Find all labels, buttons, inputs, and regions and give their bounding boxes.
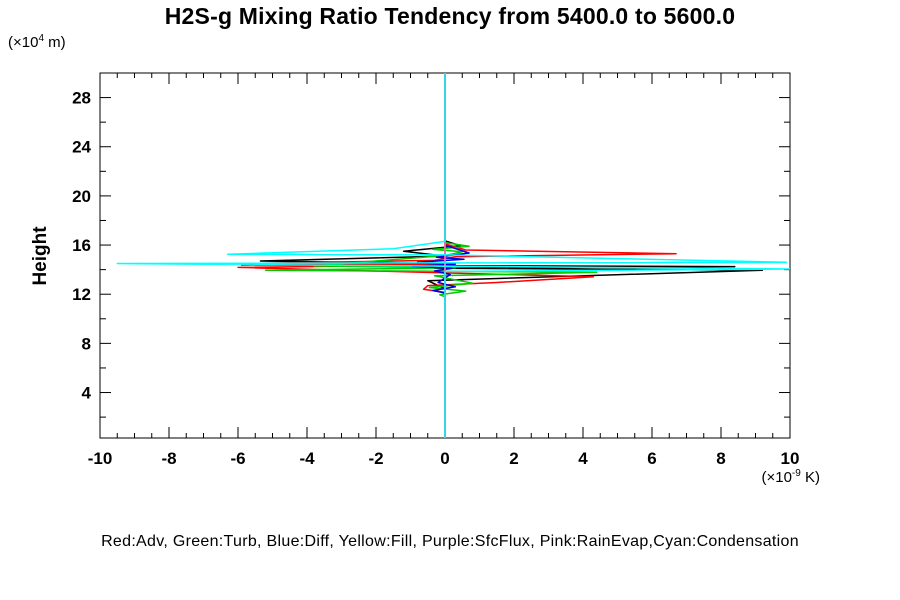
series-lines: [116, 73, 790, 438]
x-tick-label: -4: [299, 449, 315, 468]
x-unit-suffix: K): [800, 469, 820, 486]
x-tick-labels: -10 -8 -6 -4 -2 0 2 4 6 8 10: [88, 449, 800, 468]
y-tick-labels: 4 8 12 16 20 24 28: [72, 89, 91, 403]
y-tick-label: 20: [72, 187, 91, 206]
x-tick-label: 6: [647, 449, 656, 468]
y-unit-exponent: 4: [38, 33, 45, 44]
chart-title: H2S-g Mixing Ratio Tendency from 5400.0 …: [164, 3, 736, 29]
x-tick-label: 4: [578, 449, 588, 468]
y-tick-label: 4: [82, 384, 92, 403]
x-tick-label: 0: [440, 449, 449, 468]
x-unit-prefix: (×10: [761, 469, 792, 486]
x-tick-label: 8: [716, 449, 725, 468]
y-axis-unit-label: (×104 m): [8, 33, 66, 51]
x-tick-label: 2: [509, 449, 518, 468]
y-tick-label: 12: [72, 285, 91, 304]
series-line-condensation: [116, 73, 790, 438]
x-tick-label: -2: [368, 449, 383, 468]
y-unit-suffix: m): [44, 34, 66, 51]
y-unit-prefix: (×10: [8, 34, 39, 51]
color-legend-text: Red:Adv, Green:Turb, Blue:Diff, Yellow:F…: [101, 533, 799, 550]
y-tick-label: 16: [72, 236, 91, 255]
x-tick-label: 10: [781, 449, 800, 468]
x-axis-unit-label: (×10-9 K): [695, 468, 820, 486]
y-tick-label: 24: [72, 138, 91, 157]
x-tick-label: -6: [230, 449, 245, 468]
y-tick-label: 28: [72, 89, 91, 108]
x-tick-label: -8: [161, 449, 176, 468]
y-tick-label: 8: [82, 334, 91, 353]
x-tick-label: -10: [88, 449, 113, 468]
x-unit-exponent: -9: [791, 468, 801, 479]
